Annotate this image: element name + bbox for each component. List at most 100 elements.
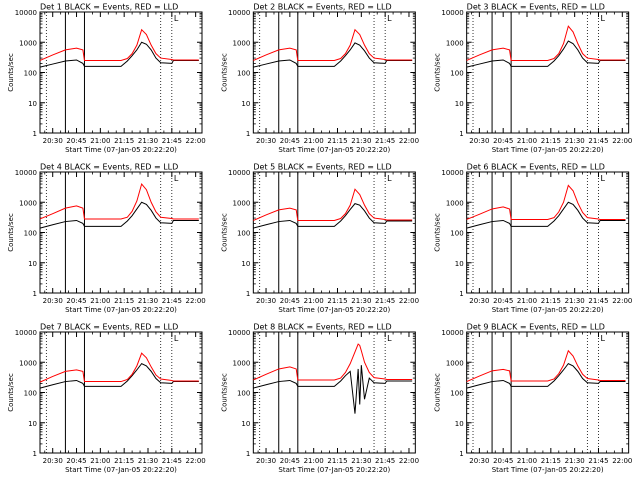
x-axis-label: Start Time (07-Jan-05 20:22:20) bbox=[492, 146, 604, 154]
y-tick-label: 1 bbox=[459, 290, 463, 298]
panel-title: Det 1 BLACK = Events, RED = LLD bbox=[40, 3, 178, 12]
x-tick-label: 21:15 bbox=[327, 137, 347, 145]
x-axis-label: Start Time (07-Jan-05 20:22:20) bbox=[278, 306, 390, 314]
y-tick-label: 100 bbox=[24, 230, 37, 238]
marker-label: L bbox=[174, 174, 179, 183]
x-tick-label: 20:30 bbox=[469, 137, 489, 145]
x-tick-label: 20:45 bbox=[66, 457, 86, 465]
detector-panel-3: 1 10 100 1000 10000 20:30 20:45 21:00 21:15 21:30… bbox=[434, 3, 633, 155]
y-tick-label: 1000 bbox=[19, 39, 37, 47]
lld-series-line bbox=[39, 182, 199, 220]
panel-title: Det 2 BLACK = Events, RED = LLD bbox=[253, 3, 391, 12]
x-tick-label: 20:45 bbox=[493, 297, 513, 305]
y-axis-label: Counts/sec bbox=[7, 213, 15, 252]
y-tick-label: 10 bbox=[455, 260, 464, 268]
y-tick-label: 100 bbox=[450, 230, 463, 238]
y-tick-label: 10000 bbox=[228, 329, 250, 337]
y-axis-label: Counts/sec bbox=[220, 373, 228, 412]
lld-series-line bbox=[466, 25, 626, 61]
x-tick-label: 20:45 bbox=[280, 137, 300, 145]
x-tick-label: 21:30 bbox=[565, 457, 585, 465]
x-tick-label: 21:30 bbox=[565, 297, 585, 305]
x-tick-label: 21:15 bbox=[541, 137, 561, 145]
y-tick-label: 1 bbox=[246, 130, 250, 138]
plot-frame bbox=[252, 11, 416, 134]
y-tick-label: 1000 bbox=[19, 199, 37, 207]
x-axis-label: Start Time (07-Jan-05 20:22:20) bbox=[492, 306, 604, 314]
events-series-line bbox=[466, 40, 626, 68]
x-tick-label: 21:45 bbox=[375, 457, 395, 465]
y-tick-label: 1 bbox=[33, 450, 37, 458]
x-tick-label: 21:15 bbox=[327, 297, 347, 305]
lld-series-line bbox=[466, 349, 626, 383]
events-series-line bbox=[39, 363, 199, 389]
y-tick-label: 10 bbox=[241, 260, 250, 268]
x-axis-label: Start Time (07-Jan-05 20:22:20) bbox=[65, 306, 177, 314]
y-tick-label: 100 bbox=[450, 70, 463, 78]
y-tick-label: 100 bbox=[450, 390, 463, 398]
x-tick-label: 20:30 bbox=[469, 297, 489, 305]
x-tick-label: 21:30 bbox=[351, 297, 371, 305]
y-axis-label: Counts/sec bbox=[220, 213, 228, 252]
y-axis-label: Counts/sec bbox=[7, 53, 15, 92]
x-tick-label: 21:15 bbox=[114, 137, 134, 145]
y-axis-label: Counts/sec bbox=[7, 373, 15, 412]
y-tick-label: 1000 bbox=[19, 359, 37, 367]
y-tick-label: 100 bbox=[237, 70, 250, 78]
y-tick-label: 100 bbox=[237, 230, 250, 238]
x-tick-label: 20:30 bbox=[43, 457, 63, 465]
x-tick-label: 21:15 bbox=[114, 297, 134, 305]
x-tick-label: 21:15 bbox=[541, 457, 561, 465]
y-axis-label: Counts/sec bbox=[434, 373, 442, 412]
x-tick-label: 21:00 bbox=[517, 297, 537, 305]
x-tick-label: 21:45 bbox=[588, 297, 608, 305]
x-axis-label: Start Time (07-Jan-05 20:22:20) bbox=[65, 146, 177, 154]
x-tick-label: 22:00 bbox=[399, 297, 419, 305]
y-axis-label: Counts/sec bbox=[220, 53, 228, 92]
y-tick-label: 10000 bbox=[228, 9, 250, 17]
x-tick-label: 21:00 bbox=[304, 297, 324, 305]
lld-series-line bbox=[39, 28, 199, 61]
y-tick-label: 10 bbox=[28, 420, 37, 428]
plot-frame bbox=[39, 331, 203, 454]
y-axis-label: Counts/sec bbox=[434, 53, 442, 92]
y-tick-label: 100 bbox=[24, 390, 37, 398]
plot-frame bbox=[39, 171, 203, 294]
x-tick-label: 22:00 bbox=[399, 137, 419, 145]
detector-panel-6: 1 10 100 1000 10000 20:30 20:45 21:00 21:15 21:30… bbox=[434, 163, 633, 315]
detector-panel-5: 1 10 100 1000 10000 20:30 20:45 21:00 21:15 21:30… bbox=[220, 163, 419, 315]
y-tick-label: 100 bbox=[24, 70, 37, 78]
x-tick-label: 22:00 bbox=[612, 457, 632, 465]
marker-label: L bbox=[174, 14, 179, 23]
y-tick-label: 10 bbox=[455, 100, 464, 108]
x-tick-label: 22:00 bbox=[186, 297, 206, 305]
y-axis-label: Counts/sec bbox=[434, 213, 442, 252]
panel-title: Det 3 BLACK = Events, RED = LLD bbox=[467, 3, 605, 12]
x-tick-label: 22:00 bbox=[186, 137, 206, 145]
lld-series-line bbox=[466, 184, 626, 220]
x-tick-label: 21:30 bbox=[138, 137, 158, 145]
y-tick-label: 1000 bbox=[446, 39, 464, 47]
y-tick-label: 1000 bbox=[233, 39, 251, 47]
y-tick-label: 10000 bbox=[15, 169, 37, 177]
y-tick-label: 10 bbox=[241, 100, 250, 108]
panel-title: Det 7 BLACK = Events, RED = LLD bbox=[40, 323, 178, 332]
plot-frame bbox=[466, 331, 630, 454]
events-series-line bbox=[253, 42, 413, 68]
lld-series-line bbox=[253, 28, 413, 61]
marker-label: L bbox=[600, 14, 605, 23]
y-tick-label: 10000 bbox=[441, 9, 463, 17]
y-tick-label: 1 bbox=[246, 290, 250, 298]
y-tick-label: 100 bbox=[237, 390, 250, 398]
events-series-line bbox=[466, 363, 626, 389]
y-tick-label: 10000 bbox=[15, 329, 37, 337]
x-tick-label: 21:30 bbox=[138, 457, 158, 465]
y-tick-label: 1000 bbox=[446, 199, 464, 207]
lld-series-line bbox=[253, 343, 413, 381]
marker-label: L bbox=[600, 174, 605, 183]
marker-label: L bbox=[387, 174, 392, 183]
x-tick-label: 21:00 bbox=[304, 457, 324, 465]
panel-title: Det 5 BLACK = Events, RED = LLD bbox=[253, 163, 391, 172]
lld-series-line bbox=[39, 352, 199, 383]
y-tick-label: 1 bbox=[459, 130, 463, 138]
